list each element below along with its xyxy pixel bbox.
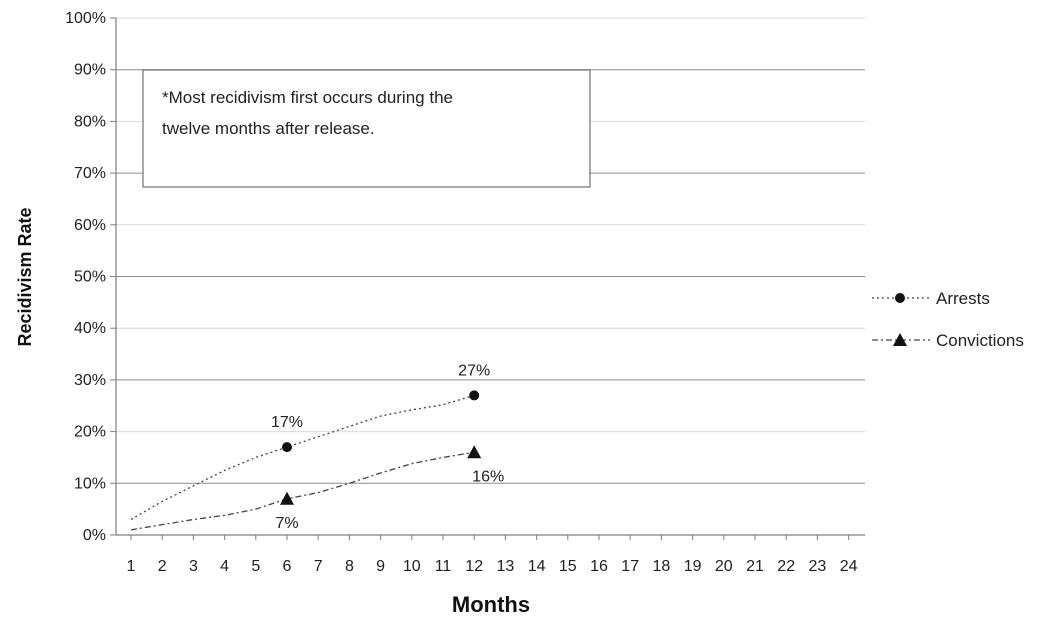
- series-line-convictions: [130, 451, 475, 531]
- legend-marker-convictions: [893, 333, 907, 346]
- series-lines: [130, 390, 482, 531]
- y-tick-label: 40%: [74, 320, 106, 337]
- x-tick-label: 18: [653, 558, 671, 575]
- y-tick-label: 90%: [74, 62, 106, 79]
- marker-convictions: [467, 445, 482, 459]
- y-tick-label: 100%: [65, 10, 106, 27]
- y-tick-label: 10%: [74, 475, 106, 492]
- x-tick-labels: 1 2 3 4 5 6 7 8 9 10 11 12 13 14 15 16 17 18 19 20 21 22 23 24: [127, 558, 858, 575]
- x-tick-label: 15: [559, 558, 577, 575]
- legend-label-arrests: Arrests: [936, 289, 990, 308]
- axes: [110, 17, 865, 540]
- x-tick-label: 13: [497, 558, 515, 575]
- x-tick-label: 16: [590, 558, 608, 575]
- x-tick-label: 4: [220, 558, 229, 575]
- x-tick-label: 5: [251, 558, 260, 575]
- x-tick-label: 14: [528, 558, 546, 575]
- y-tick-label: 80%: [74, 113, 106, 130]
- annotation-line-1: *Most recidivism first occurs during the: [162, 88, 453, 107]
- x-tick-label: 2: [158, 558, 167, 575]
- annotation-line-2: twelve months after release.: [162, 119, 375, 138]
- x-tick-label: 17: [621, 558, 639, 575]
- x-tick-label: 3: [189, 558, 198, 575]
- x-tick-label: 9: [376, 558, 385, 575]
- x-axis-label: Months: [452, 592, 530, 617]
- y-tick-label: 50%: [74, 269, 106, 286]
- x-tick-label: 7: [314, 558, 323, 575]
- marker-arrests: [469, 390, 480, 401]
- x-tick-label: 19: [684, 558, 702, 575]
- series-line-arrests: [130, 394, 475, 521]
- marker-convictions: [280, 491, 294, 505]
- x-tick-label: 20: [715, 558, 733, 575]
- x-tick-label: 6: [283, 558, 292, 575]
- y-tick-label: 30%: [74, 372, 106, 389]
- legend-label-convictions: Convictions: [936, 331, 1024, 350]
- y-tick-label: 0%: [83, 527, 106, 544]
- y-tick-label: 20%: [74, 424, 106, 441]
- data-label: 16%: [472, 468, 504, 485]
- y-tick-labels: 0% 10% 20% 30% 40% 50% 60% 70% 80% 90% 100%: [65, 10, 106, 544]
- x-tick-label: 11: [435, 558, 452, 575]
- legend: Arrests Convictions: [872, 289, 1024, 350]
- legend-marker-arrests: [895, 293, 905, 303]
- y-tick-label: 70%: [74, 165, 106, 182]
- data-label: 17%: [271, 414, 303, 431]
- data-label: 7%: [275, 515, 298, 532]
- x-tick-label: 1: [127, 558, 136, 575]
- x-tick-label: 10: [403, 558, 421, 575]
- y-tick-label: 60%: [74, 217, 106, 234]
- y-axis-label: Recidivism Rate: [15, 207, 35, 346]
- x-tick-label: 22: [777, 558, 795, 575]
- x-tick-label: 12: [465, 558, 483, 575]
- x-tick-label: 8: [345, 558, 354, 575]
- annotation-box: *Most recidivism first occurs during the…: [142, 69, 591, 188]
- data-label: 27%: [458, 362, 490, 379]
- x-tick-label: 21: [746, 558, 764, 575]
- x-tick-label: 23: [809, 558, 827, 575]
- x-tick-label: 24: [840, 558, 858, 575]
- data-labels: 17% 27% 7% 16%: [271, 362, 504, 531]
- marker-arrests: [282, 442, 292, 453]
